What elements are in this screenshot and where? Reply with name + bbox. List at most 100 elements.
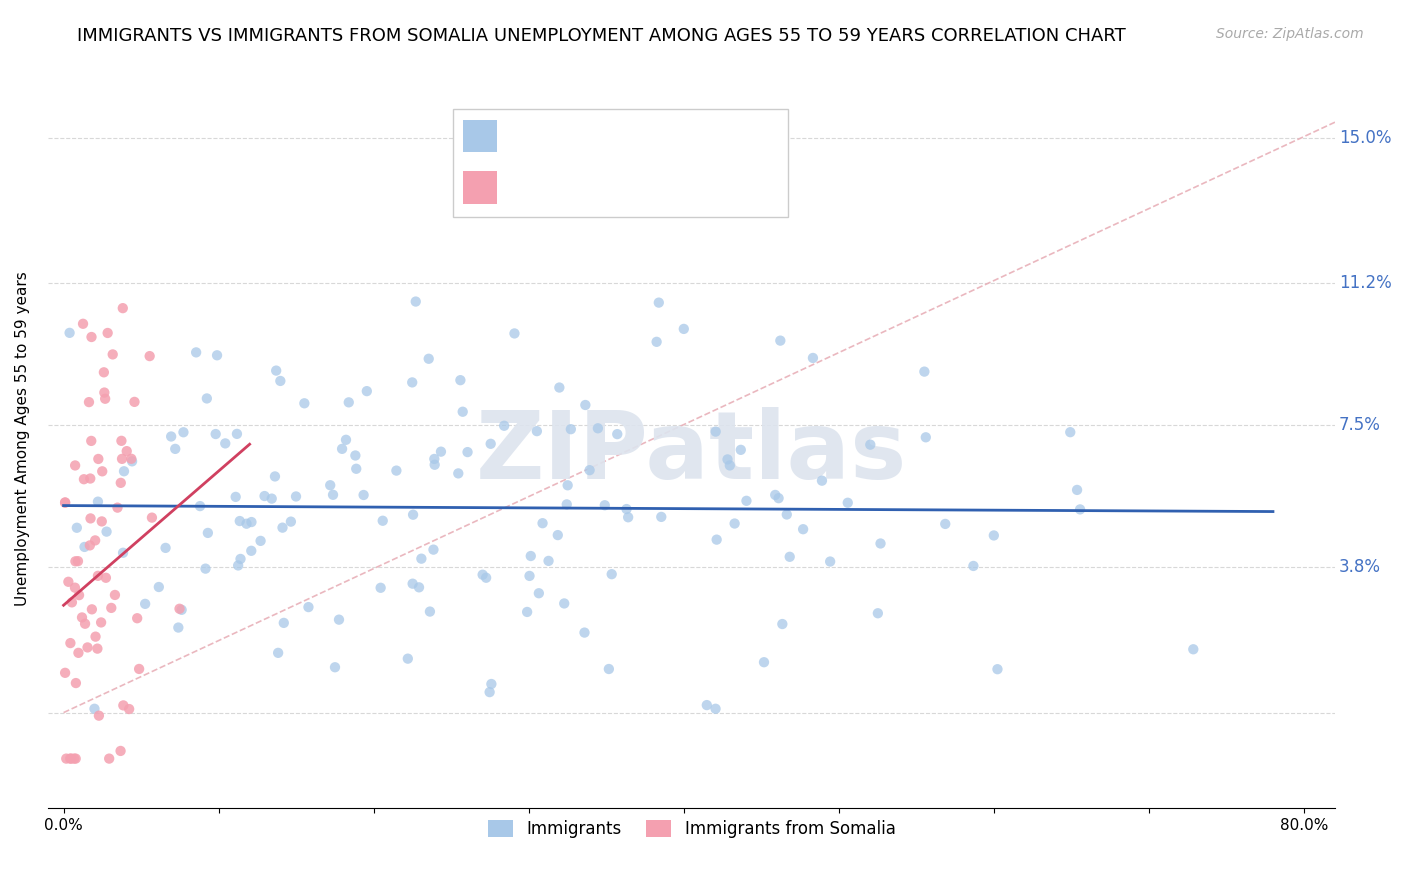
Point bbox=[672, 322, 695, 336]
Point bbox=[124, 395, 146, 409]
Legend: Immigrants, Immigrants from Somalia: Immigrants, Immigrants from Somalia bbox=[481, 813, 903, 845]
Point bbox=[526, 424, 548, 438]
Point bbox=[249, 533, 271, 548]
Point bbox=[912, 365, 935, 379]
Point bbox=[553, 597, 575, 611]
Point bbox=[59, 751, 82, 765]
Point bbox=[706, 533, 728, 547]
Point bbox=[411, 551, 433, 566]
Point bbox=[65, 554, 87, 568]
Point bbox=[423, 458, 446, 472]
Point bbox=[494, 418, 516, 433]
Point bbox=[586, 421, 609, 435]
Point bbox=[98, 751, 121, 765]
Text: 11.2%: 11.2% bbox=[1339, 274, 1392, 293]
Point bbox=[94, 392, 117, 406]
Point bbox=[696, 698, 718, 712]
Point bbox=[73, 472, 96, 486]
Point bbox=[763, 488, 786, 502]
Point bbox=[93, 385, 115, 400]
Point bbox=[520, 549, 543, 563]
Point bbox=[79, 538, 101, 552]
Point bbox=[80, 602, 103, 616]
Point bbox=[430, 444, 453, 458]
Point bbox=[396, 651, 419, 665]
Point bbox=[547, 528, 569, 542]
Point bbox=[127, 611, 149, 625]
Point bbox=[419, 605, 441, 619]
Point bbox=[79, 511, 101, 525]
Point bbox=[335, 433, 357, 447]
Point bbox=[155, 541, 177, 555]
Point bbox=[600, 567, 623, 582]
Point bbox=[84, 533, 107, 548]
Point bbox=[557, 478, 579, 492]
Point bbox=[475, 571, 498, 585]
Point bbox=[60, 751, 83, 765]
Point bbox=[1069, 502, 1091, 516]
Point bbox=[837, 496, 859, 510]
Point bbox=[63, 458, 86, 473]
Point bbox=[418, 351, 440, 366]
Point bbox=[408, 580, 430, 594]
Point bbox=[204, 427, 226, 442]
Point bbox=[503, 326, 526, 341]
Point bbox=[598, 662, 620, 676]
Point bbox=[650, 509, 672, 524]
Point bbox=[792, 522, 814, 536]
Point bbox=[112, 464, 135, 478]
Point bbox=[63, 751, 86, 765]
Point bbox=[240, 515, 263, 529]
Point bbox=[53, 495, 76, 509]
Point bbox=[574, 625, 596, 640]
Point bbox=[479, 437, 502, 451]
Point bbox=[112, 546, 135, 560]
Point bbox=[66, 554, 89, 568]
Point bbox=[297, 600, 319, 615]
Point bbox=[63, 581, 86, 595]
Point bbox=[537, 554, 560, 568]
Point bbox=[134, 597, 156, 611]
Point bbox=[79, 471, 101, 485]
Point bbox=[77, 395, 100, 409]
Point bbox=[859, 438, 882, 452]
Text: 3.8%: 3.8% bbox=[1339, 558, 1381, 576]
Point bbox=[648, 295, 671, 310]
Point bbox=[371, 514, 394, 528]
Y-axis label: Unemployment Among Ages 55 to 59 years: Unemployment Among Ages 55 to 59 years bbox=[15, 271, 30, 606]
Point bbox=[267, 646, 290, 660]
Point bbox=[100, 601, 122, 615]
Point bbox=[768, 491, 790, 505]
Point bbox=[194, 561, 217, 575]
Point bbox=[226, 426, 249, 441]
Point bbox=[716, 452, 738, 467]
Point bbox=[67, 588, 90, 602]
Point bbox=[574, 398, 596, 412]
Point bbox=[519, 569, 541, 583]
Point bbox=[356, 384, 378, 398]
Point bbox=[121, 454, 143, 468]
Point bbox=[72, 317, 94, 331]
Point bbox=[718, 458, 741, 473]
Point bbox=[96, 524, 118, 539]
Point bbox=[914, 430, 936, 444]
Point bbox=[555, 497, 578, 511]
Point bbox=[73, 540, 96, 554]
Point bbox=[240, 543, 263, 558]
Point bbox=[735, 493, 758, 508]
Point bbox=[322, 488, 344, 502]
Point bbox=[471, 567, 494, 582]
Point bbox=[197, 525, 219, 540]
Point bbox=[67, 646, 90, 660]
Point bbox=[110, 434, 132, 448]
Point bbox=[866, 607, 889, 621]
Point bbox=[55, 751, 77, 765]
Point bbox=[115, 444, 138, 458]
Point bbox=[253, 489, 276, 503]
Point bbox=[776, 508, 799, 522]
Point bbox=[84, 630, 107, 644]
Point bbox=[101, 347, 124, 361]
Point bbox=[269, 374, 291, 388]
Point bbox=[280, 515, 302, 529]
Point bbox=[87, 452, 110, 467]
